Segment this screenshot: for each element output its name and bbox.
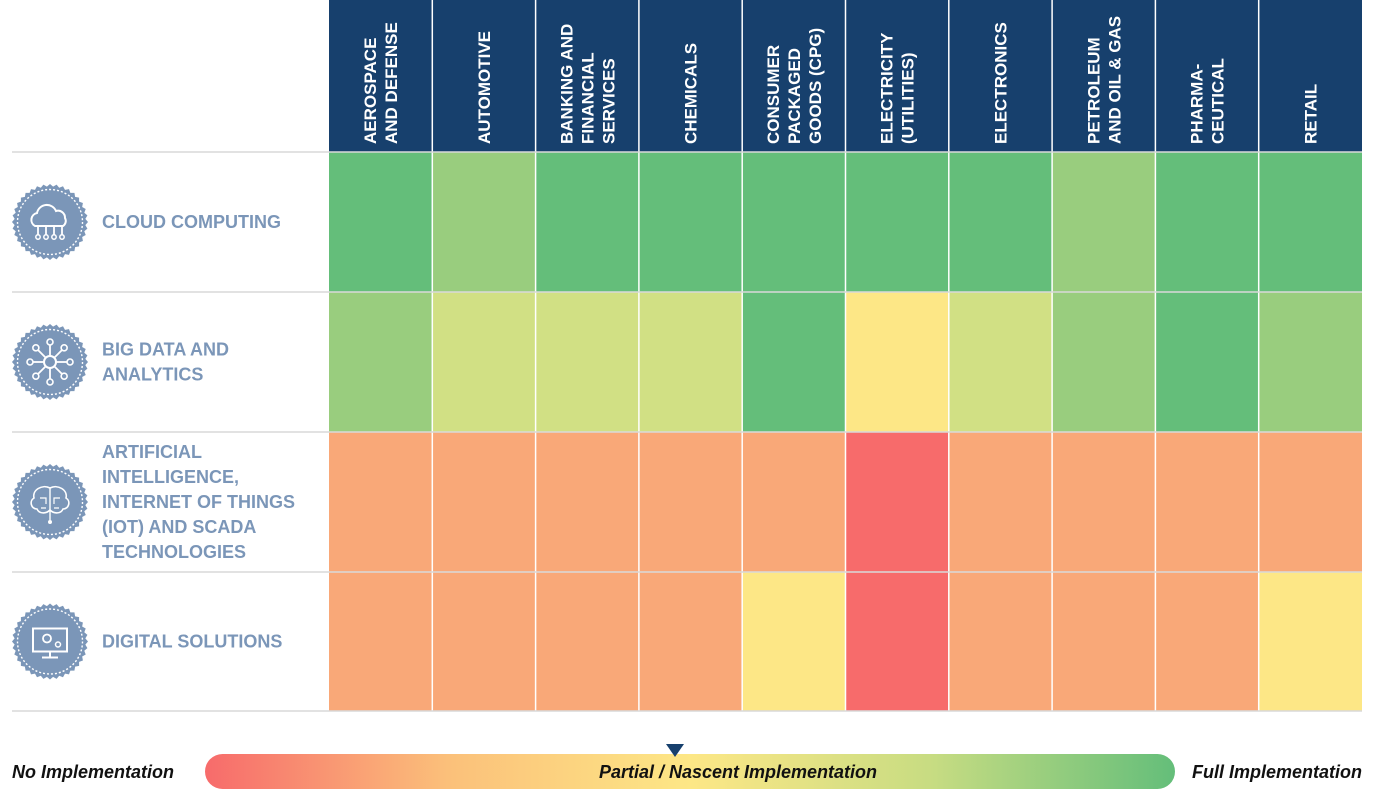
- column-header-2: AUTOMOTIVE: [475, 31, 494, 144]
- heatmap-cells: [329, 152, 1362, 711]
- heatmap-cell: [845, 292, 949, 432]
- column-header-3: BANKING AND FINANCIAL SERVICES: [557, 24, 618, 144]
- column-header-text: CHEMICALS: [682, 43, 701, 144]
- column-header-text: GOODS (CPG): [806, 28, 825, 144]
- legend-gradient-bar: [205, 754, 1175, 789]
- row-3: ARTIFICIAL INTELLIGENCE, INTERNET OF THING…: [12, 442, 295, 562]
- row-labels: CLOUD COMPUTING BIG DATA AND ANALYTICS ARTI…: [12, 184, 295, 680]
- legend-marker: [666, 744, 684, 757]
- column-header-text: CEUTICAL: [1209, 58, 1228, 144]
- column-header-5: CONSUMER PACKAGED GOODS (CPG): [764, 28, 825, 144]
- row-label-text: DIGITAL SOLUTIONS: [102, 632, 282, 652]
- column-header-text: PETROLEUM: [1084, 37, 1103, 144]
- heatmap-cell: [1052, 572, 1156, 711]
- brain-circuit-icon: [12, 464, 88, 540]
- heatmap-cell: [1155, 572, 1259, 711]
- heatmap-cell: [1258, 572, 1362, 711]
- heatmap-cell: [948, 432, 1053, 572]
- column-header-text: FINANCIAL: [578, 52, 597, 144]
- row-label-text: INTELLIGENCE,: [102, 467, 239, 487]
- column-header-text: BANKING AND: [557, 24, 576, 144]
- heatmap-cell: [329, 152, 433, 292]
- heatmap-cell: [638, 292, 743, 432]
- row-label-text: ANALYTICS: [102, 365, 203, 385]
- row-label-text: BIG DATA AND: [102, 340, 229, 360]
- column-header-text: ELECTRONICS: [991, 22, 1010, 144]
- row-label-text: INTERNET OF THINGS: [102, 492, 295, 512]
- column-header-text: AEROSPACE: [361, 38, 380, 144]
- heatmap-cell: [1155, 152, 1259, 292]
- heatmap-cell: [1052, 152, 1156, 292]
- column-header-text: (UTILITIES): [899, 52, 918, 144]
- legend-middle-label: Partial / Nascent Implementation: [599, 762, 877, 782]
- cloud-network-icon: [12, 184, 88, 260]
- heatmap-cell: [535, 292, 639, 432]
- column-header-text: SERVICES: [599, 58, 618, 144]
- row-label-text: (IOT) AND SCADA: [102, 517, 256, 537]
- heatmap-cell: [1258, 152, 1362, 292]
- heatmap-cell: [1155, 432, 1259, 572]
- row-1: CLOUD COMPUTING: [12, 184, 281, 260]
- column-header-text: AND DEFENSE: [382, 22, 401, 144]
- legend-right-label: Full Implementation: [1192, 762, 1362, 782]
- row-label-text: TECHNOLOGIES: [102, 542, 246, 562]
- column-header-text: CONSUMER: [764, 45, 783, 144]
- heatmap-cell: [1258, 432, 1362, 572]
- column-header-text: RETAIL: [1301, 84, 1320, 144]
- heatmap-cell: [845, 572, 949, 711]
- row-4: DIGITAL SOLUTIONS: [12, 603, 282, 680]
- heatmap-cell: [742, 572, 846, 711]
- heatmap-cell: [535, 152, 639, 292]
- heatmap-cell: [432, 292, 536, 432]
- heatmap-cell: [1258, 292, 1362, 432]
- column-header-8: PETROLEUM AND OIL & GAS: [1084, 16, 1124, 144]
- heatmap-cell: [432, 152, 536, 292]
- grid-lines: [12, 0, 1362, 712]
- column-header-text: AND OIL & GAS: [1105, 16, 1124, 144]
- column-header-text: PHARMA-: [1188, 64, 1207, 144]
- data-network-icon: [12, 324, 88, 400]
- heatmap-cell: [432, 572, 536, 711]
- column-header-text: AUTOMOTIVE: [475, 31, 494, 144]
- heatmap-cell: [535, 432, 639, 572]
- column-header-9: PHARMA- CEUTICAL: [1188, 58, 1228, 144]
- legend-left-label: No Implementation: [12, 762, 174, 782]
- column-header-7: ELECTRONICS: [991, 22, 1010, 144]
- column-header-1: AEROSPACE AND DEFENSE: [361, 22, 401, 144]
- heatmap-cell: [1155, 292, 1259, 432]
- heatmap-cell: [845, 152, 949, 292]
- column-header-10: RETAIL: [1301, 84, 1320, 144]
- row-2: BIG DATA AND ANALYTICS: [12, 324, 229, 400]
- heatmap-cell: [948, 152, 1053, 292]
- heatmap-cell: [845, 432, 949, 572]
- heatmap-cell: [638, 572, 743, 711]
- heatmap-cell: [742, 292, 846, 432]
- heatmap-cell: [329, 292, 433, 432]
- column-header-text: ELECTRICITY: [878, 32, 897, 144]
- heatmap-cell: [329, 572, 433, 711]
- column-header-6: ELECTRICITY (UTILITIES): [878, 32, 918, 144]
- heatmap-cell: [948, 292, 1053, 432]
- heatmap-cell: [948, 572, 1053, 711]
- legend: No Implementation Partial / Nascent Impl…: [12, 744, 1362, 789]
- monitor-gear-icon: [12, 603, 88, 680]
- heatmap-cell: [1052, 292, 1156, 432]
- heatmap-cell: [329, 432, 433, 572]
- heatmap-cell: [742, 432, 846, 572]
- column-header-text: PACKAGED: [785, 48, 804, 144]
- heatmap-cell: [432, 432, 536, 572]
- heatmap-cell: [742, 152, 846, 292]
- heatmap-cell: [638, 152, 743, 292]
- heatmap-cell: [535, 572, 639, 711]
- row-label-text: ARTIFICIAL: [102, 442, 202, 462]
- column-header-4: CHEMICALS: [682, 43, 701, 144]
- heatmap-cell: [638, 432, 743, 572]
- row-label-text: CLOUD COMPUTING: [102, 212, 281, 232]
- heatmap-cell: [1052, 432, 1156, 572]
